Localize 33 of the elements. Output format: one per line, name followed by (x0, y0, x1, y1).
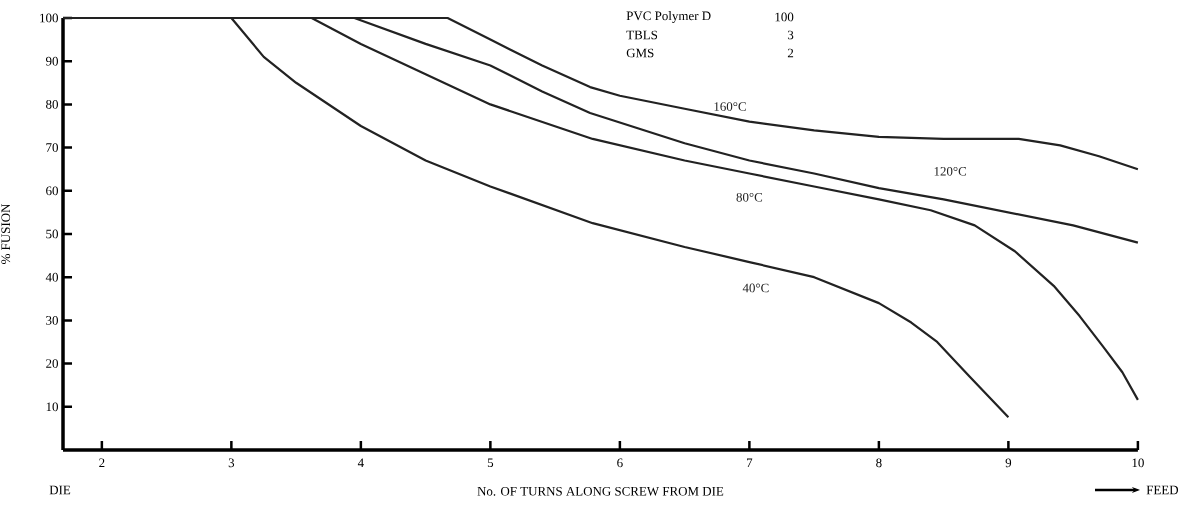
series-label: 80°C (736, 192, 763, 202)
x-tick-label: 7 (747, 458, 753, 467)
x-tick-label: 10 (1132, 458, 1144, 468)
series-label: 120°C (934, 166, 967, 176)
x-tick-label: 6 (617, 458, 623, 468)
y-axis-title: % FUSION (1, 203, 11, 264)
y-tick-label: 70 (46, 143, 58, 152)
x-tick-label: 2 (99, 458, 105, 468)
y-tick-label: 60 (46, 186, 58, 196)
text: FEED (1146, 485, 1179, 495)
y-tick-label: 40 (45, 272, 58, 282)
annotation: TBLS (626, 30, 658, 40)
x-tick-label: 9 (1005, 458, 1012, 468)
y-tick-label: 20 (46, 359, 58, 368)
text: DIE (49, 485, 71, 495)
annotation: PVC Polymer D (626, 11, 711, 23)
x-axis-title: No. OF TURNS ALONG SCREW FROM DIE (477, 486, 724, 496)
annotation: 100 (775, 12, 794, 22)
y-tick-label: 80 (46, 100, 58, 109)
annotation: GMS (626, 48, 654, 58)
y-tick-label: 50 (46, 229, 58, 239)
x-tick-label: 3 (228, 458, 235, 468)
annotation: 3 (787, 30, 794, 40)
series-label: 40°C (742, 283, 769, 293)
y-tick-label: 90 (45, 56, 58, 66)
x-tick-label: 5 (487, 458, 494, 468)
y-tick-label: 30 (46, 316, 58, 325)
x-tick-label: 4 (357, 458, 364, 468)
y-tick-label: 100 (40, 13, 58, 23)
annotation: 2 (787, 48, 794, 58)
x-tick-label: 8 (876, 458, 882, 468)
y-tick-label: 10 (46, 402, 58, 412)
series-label: 160°C (714, 102, 746, 111)
